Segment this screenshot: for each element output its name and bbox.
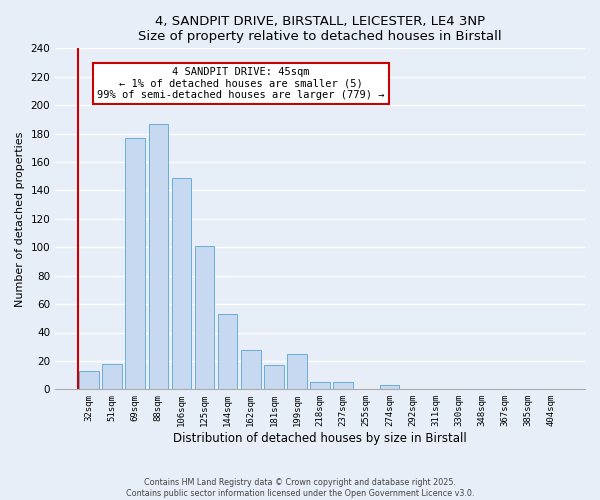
Bar <box>264 365 284 390</box>
Bar <box>287 354 307 390</box>
Bar <box>79 371 99 390</box>
Text: Contains HM Land Registry data © Crown copyright and database right 2025.
Contai: Contains HM Land Registry data © Crown c… <box>126 478 474 498</box>
Y-axis label: Number of detached properties: Number of detached properties <box>15 131 25 306</box>
Bar <box>195 246 214 390</box>
Bar <box>218 314 238 390</box>
X-axis label: Distribution of detached houses by size in Birstall: Distribution of detached houses by size … <box>173 432 467 445</box>
Bar <box>149 124 168 390</box>
Bar <box>172 178 191 390</box>
Bar <box>103 364 122 390</box>
Bar <box>241 350 260 390</box>
Title: 4, SANDPIT DRIVE, BIRSTALL, LEICESTER, LE4 3NP
Size of property relative to deta: 4, SANDPIT DRIVE, BIRSTALL, LEICESTER, L… <box>138 15 502 43</box>
Bar <box>334 382 353 390</box>
Bar <box>125 138 145 390</box>
Bar <box>380 385 399 390</box>
Text: 4 SANDPIT DRIVE: 45sqm
← 1% of detached houses are smaller (5)
99% of semi-detac: 4 SANDPIT DRIVE: 45sqm ← 1% of detached … <box>97 67 385 100</box>
Bar <box>310 382 330 390</box>
